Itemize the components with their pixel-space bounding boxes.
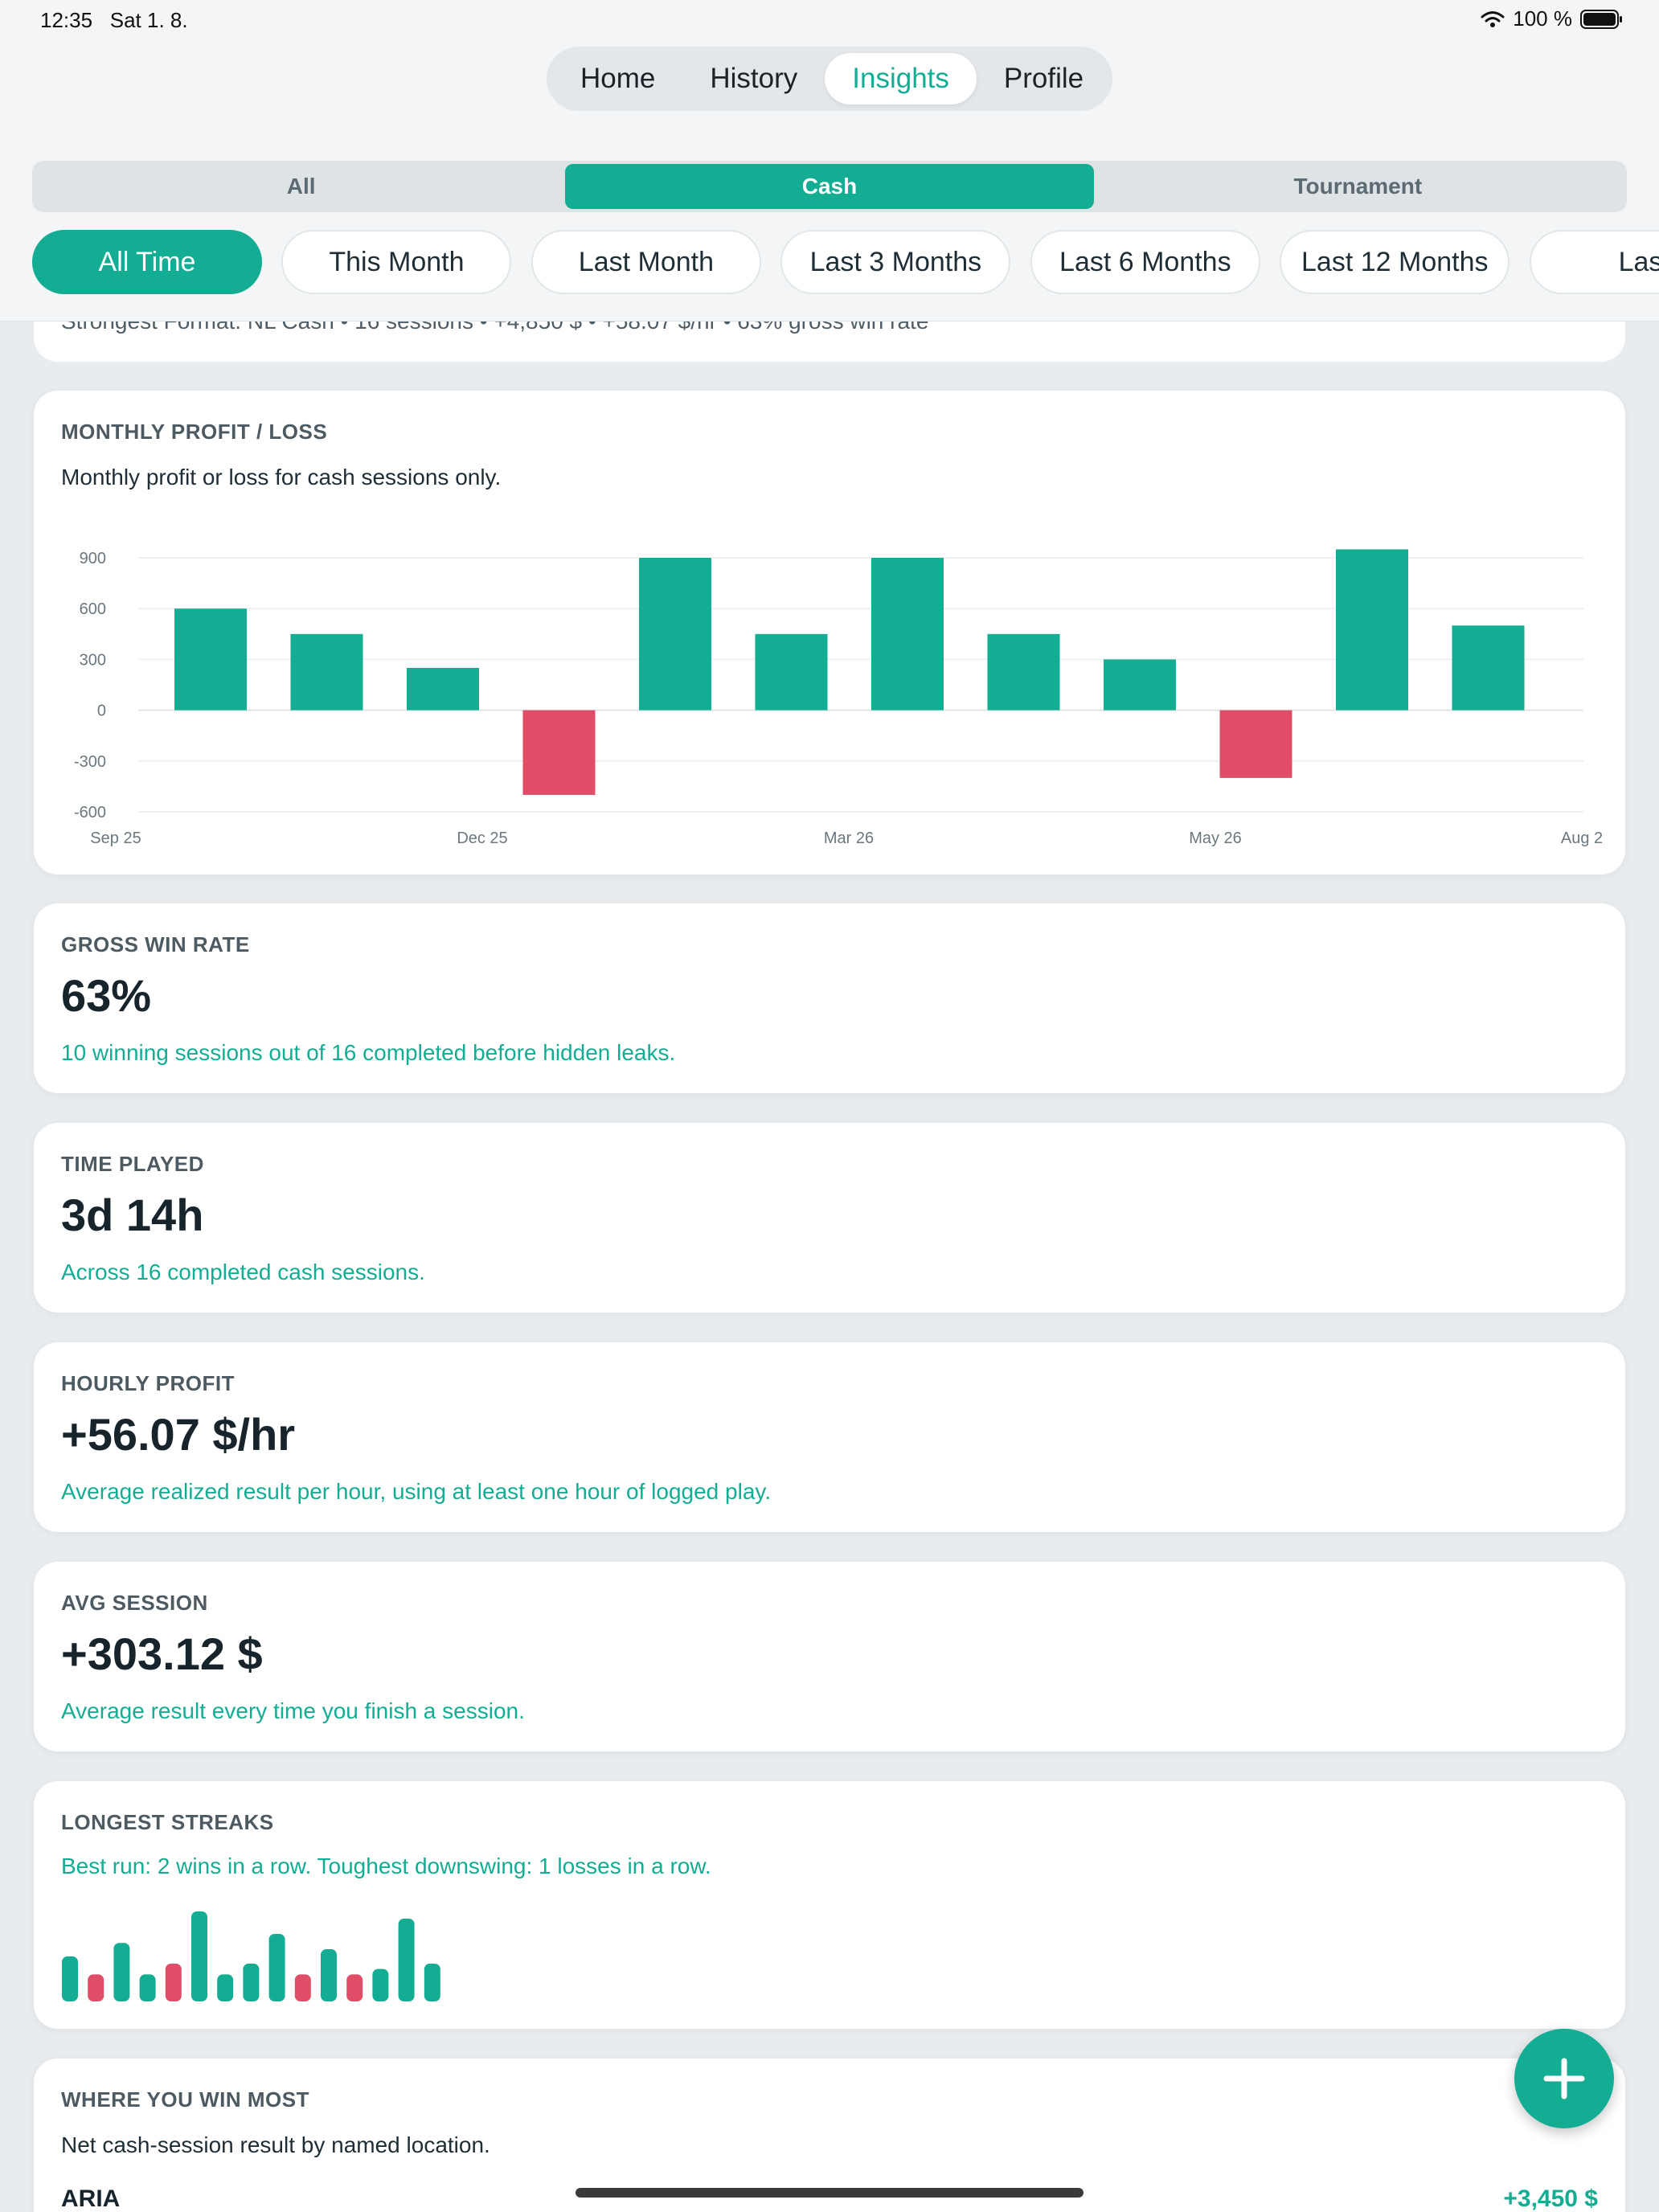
streak-bar	[191, 1911, 207, 2001]
win-rate-subtitle: 10 winning sessions out of 16 completed …	[61, 1040, 676, 1065]
plus-icon	[1543, 2058, 1585, 2099]
chip-last-12-months[interactable]: Last 12 Months	[1280, 230, 1510, 294]
status-bar: 12:35 Sat 1. 8. 100 %	[0, 0, 1659, 40]
nav-tab-history[interactable]: History	[710, 63, 798, 94]
home-indicator	[576, 2188, 1083, 2198]
win-rate-title: GROSS WIN RATE	[61, 932, 250, 956]
date: Sat 1. 8.	[109, 8, 188, 32]
monthly-chart: 900 600 300 0 -300 -600 Sep 25 Dec 25 Mar 26 May …	[74, 549, 1603, 847]
avg-session-card: AVG SESSION +303.12 $ Average result eve…	[34, 1562, 1625, 1751]
hourly-title: HOURLY PROFIT	[61, 1371, 235, 1395]
hourly-profit-card: HOURLY PROFIT +56.07 $/hr Average realiz…	[34, 1342, 1625, 1532]
streak-bar	[113, 1943, 130, 2001]
streak-bar	[321, 1949, 337, 2001]
bar[interactable]	[1219, 710, 1292, 778]
streak-bar	[243, 1963, 260, 2001]
x-tick-label: Dec 25	[457, 830, 507, 847]
bar[interactable]	[407, 667, 479, 711]
bar[interactable]	[755, 633, 828, 711]
bar[interactable]	[174, 608, 247, 711]
streak-bar	[346, 1974, 363, 2001]
segment-cash[interactable]: Cash	[565, 164, 1094, 209]
status-indicators: 100 %	[1481, 6, 1622, 31]
location-value: +3,450 $	[1503, 2185, 1598, 2212]
time-played-title: TIME PLAYED	[61, 1152, 204, 1176]
streak-bar	[217, 1974, 234, 2001]
locations-description: Net cash-session result by named locatio…	[61, 2132, 490, 2157]
avg-session-value: +303.12 $	[61, 1628, 263, 1679]
y-tick-label: 900	[80, 550, 106, 567]
bar[interactable]	[522, 710, 596, 795]
longest-streaks-card: LONGEST STREAKS Best run: 2 wins in a ro…	[34, 1781, 1625, 2029]
add-session-button[interactable]	[1514, 2029, 1614, 2128]
chip-last-6-months[interactable]: Last 6 Months	[1030, 230, 1260, 294]
streaks-subtitle: Best run: 2 wins in a row. Toughest down…	[61, 1854, 711, 1878]
segment-all[interactable]: All	[286, 174, 316, 199]
battery-icon	[1580, 9, 1622, 29]
bar[interactable]	[639, 558, 711, 711]
chip-last-3-months[interactable]: Last 3 Months	[780, 230, 1011, 294]
bar[interactable]	[1336, 549, 1408, 711]
monthly-profit-card: MONTHLY PROFIT / LOSS Monthly profit or …	[34, 391, 1625, 875]
wifi-icon	[1481, 10, 1505, 27]
y-tick-label: 300	[80, 651, 106, 669]
streak-bar	[398, 1918, 415, 2001]
game-type-segmented-control: All Cash Tournament	[32, 161, 1627, 212]
bar[interactable]	[290, 633, 363, 711]
nav-tab-home[interactable]: Home	[580, 63, 656, 94]
x-tick-label: Aug 2	[1561, 830, 1603, 847]
streak-bar	[268, 1934, 285, 2001]
gross-win-rate-card: GROSS WIN RATE 63% 10 winning sessions o…	[34, 903, 1625, 1093]
streak-bar	[88, 1974, 104, 2001]
monthly-title: MONTHLY PROFIT / LOSS	[61, 420, 328, 444]
nav-tab-insights[interactable]: Insights	[825, 53, 977, 104]
avg-session-title: AVG SESSION	[61, 1591, 208, 1615]
y-tick-label: -300	[74, 753, 106, 771]
x-tick-label: Mar 26	[824, 830, 874, 847]
location-name: ARIA	[61, 2185, 121, 2212]
nav-tab-profile[interactable]: Profile	[1003, 63, 1084, 94]
win-rate-value: 63%	[61, 970, 152, 1021]
bar[interactable]	[1452, 625, 1525, 711]
battery-percent: 100 %	[1513, 6, 1572, 31]
streak-bar	[424, 1963, 440, 2001]
streak-bar	[294, 1974, 311, 2001]
where-you-win-card: WHERE YOU WIN MOST Net cash-session resu…	[34, 2058, 1625, 2212]
hourly-value: +56.07 $/hr	[61, 1409, 296, 1460]
time-played-value: 3d 14h	[61, 1190, 204, 1240]
period-filter-chips: All Time This Month Last Month Last 3 Mo…	[32, 230, 1659, 294]
chip-all-time[interactable]: All Time	[32, 230, 262, 294]
y-tick-label: -600	[74, 804, 106, 821]
y-tick-label: 0	[97, 703, 106, 720]
status-time: 12:35 Sat 1. 8.	[40, 8, 188, 33]
bar[interactable]	[987, 633, 1060, 711]
streaks-title: LONGEST STREAKS	[61, 1810, 274, 1834]
streaks-chart	[62, 1911, 440, 2001]
chip-this-month[interactable]: This Month	[281, 230, 512, 294]
streak-bar	[372, 1968, 389, 2001]
avg-session-subtitle: Average result every time you finish a s…	[61, 1698, 525, 1723]
streak-bar	[62, 1956, 78, 2001]
streak-bar	[139, 1974, 156, 2001]
y-tick-label: 600	[80, 600, 106, 618]
clock: 12:35	[40, 8, 93, 32]
insights-header: 12:35 Sat 1. 8. 100 % Home History Insig…	[0, 0, 1659, 322]
chip-last-more[interactable]: Last	[1529, 230, 1659, 294]
time-played-card: TIME PLAYED 3d 14h Across 16 completed c…	[34, 1123, 1625, 1313]
monthly-description: Monthly profit or loss for cash sessions…	[61, 465, 502, 490]
x-tick-label: May 26	[1189, 830, 1242, 847]
streak-bar	[165, 1963, 182, 2001]
x-tick-label: Sep 25	[90, 830, 141, 847]
chip-last-month[interactable]: Last Month	[530, 230, 761, 294]
segment-tournament[interactable]: Tournament	[1293, 174, 1423, 199]
locations-title: WHERE YOU WIN MOST	[61, 2087, 309, 2112]
time-played-subtitle: Across 16 completed cash sessions.	[61, 1260, 425, 1284]
hourly-subtitle: Average realized result per hour, using …	[61, 1479, 772, 1504]
bar[interactable]	[871, 558, 944, 711]
main-nav: Home History Insights Profile	[547, 47, 1112, 111]
bar[interactable]	[1104, 659, 1176, 711]
